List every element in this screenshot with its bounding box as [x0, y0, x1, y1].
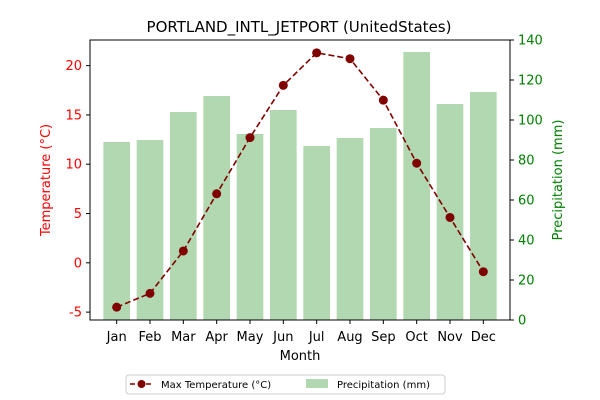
x-tick-label: Aug — [337, 330, 362, 345]
x-tick-label: Apr — [205, 330, 228, 345]
right-tick-label: 120 — [518, 74, 543, 89]
right-axis-ticks: 0 20 40 60 80 100 120 140 — [510, 34, 543, 329]
temperature-point — [412, 158, 422, 168]
x-tick-label: Jun — [272, 330, 293, 345]
precipitation-bar — [103, 142, 130, 320]
temperature-point — [478, 267, 488, 277]
precipitation-bars — [103, 52, 497, 320]
precipitation-bar — [403, 52, 430, 320]
x-axis-ticks: Jan Feb Mar Apr May Jun Jul Aug Sep Oct Nov Dec — [106, 320, 496, 345]
x-tick-label: Dec — [471, 330, 496, 345]
precipitation-bar — [170, 112, 197, 320]
right-tick-label: 40 — [518, 234, 535, 249]
left-tick-label: 0 — [74, 256, 82, 271]
temperature-point — [145, 288, 155, 298]
temperature-point — [445, 212, 455, 222]
right-tick-label: 0 — [518, 314, 526, 329]
temperature-point — [378, 95, 388, 105]
precipitation-bar — [336, 138, 364, 320]
left-axis-ticks: -5 0 5 10 15 20 — [65, 59, 90, 321]
chart-title: PORTLAND_INTL_JETPORT (UnitedStates) — [147, 18, 452, 37]
x-axis-label: Month — [280, 349, 321, 364]
legend-frame — [125, 374, 446, 395]
temperature-point — [212, 189, 222, 199]
temperature-point — [345, 54, 355, 64]
left-tick-label: 20 — [65, 59, 82, 74]
x-tick-label: Nov — [437, 330, 463, 345]
x-tick-label: Mar — [171, 330, 196, 345]
right-axis-label: Precipitation (mm) — [551, 120, 566, 241]
temperature-series-line — [116, 51, 485, 308]
left-tick-label: -5 — [69, 306, 82, 321]
right-tick-label: 140 — [518, 34, 543, 49]
x-tick-label: Oct — [405, 330, 427, 345]
right-tick-label: 100 — [518, 114, 543, 129]
x-tick-label: May — [237, 330, 264, 345]
left-tick-label: 15 — [65, 108, 82, 123]
legend-line-marker — [137, 380, 146, 388]
temperature-line — [112, 48, 488, 312]
plot-frame — [89, 39, 511, 321]
precipitation-bar — [303, 146, 330, 320]
legend: Max Temperature (°C) Precipitation (mm) — [125, 374, 446, 395]
temperature-point — [312, 48, 322, 58]
legend-precipitation-label: Precipitation (mm) — [337, 380, 430, 391]
precipitation-bar — [236, 134, 264, 320]
right-tick-label: 80 — [518, 154, 535, 169]
left-tick-label: 5 — [74, 207, 82, 222]
temperature-point — [112, 302, 122, 312]
x-tick-label: Feb — [138, 330, 161, 345]
precipitation-bar — [203, 96, 230, 320]
left-tick-label: 10 — [65, 158, 82, 173]
x-tick-label: Jan — [106, 330, 127, 345]
axes — [89, 39, 511, 321]
precipitation-bar — [470, 92, 497, 320]
temperature-point — [178, 246, 188, 256]
precipitation-bar — [370, 128, 397, 320]
precipitation-bar — [436, 104, 464, 320]
x-tick-label: Sep — [371, 330, 396, 345]
precipitation-bar — [270, 110, 297, 320]
temperature-point — [245, 133, 255, 143]
legend-bar-swatch — [306, 379, 328, 388]
left-axis-label: Temperature (°C) — [39, 124, 54, 237]
legend-temperature-label: Max Temperature (°C) — [161, 380, 271, 391]
temperature-point — [278, 80, 288, 90]
right-tick-label: 20 — [518, 274, 535, 289]
right-tick-label: 60 — [518, 194, 535, 209]
x-tick-label: Jul — [308, 330, 325, 345]
